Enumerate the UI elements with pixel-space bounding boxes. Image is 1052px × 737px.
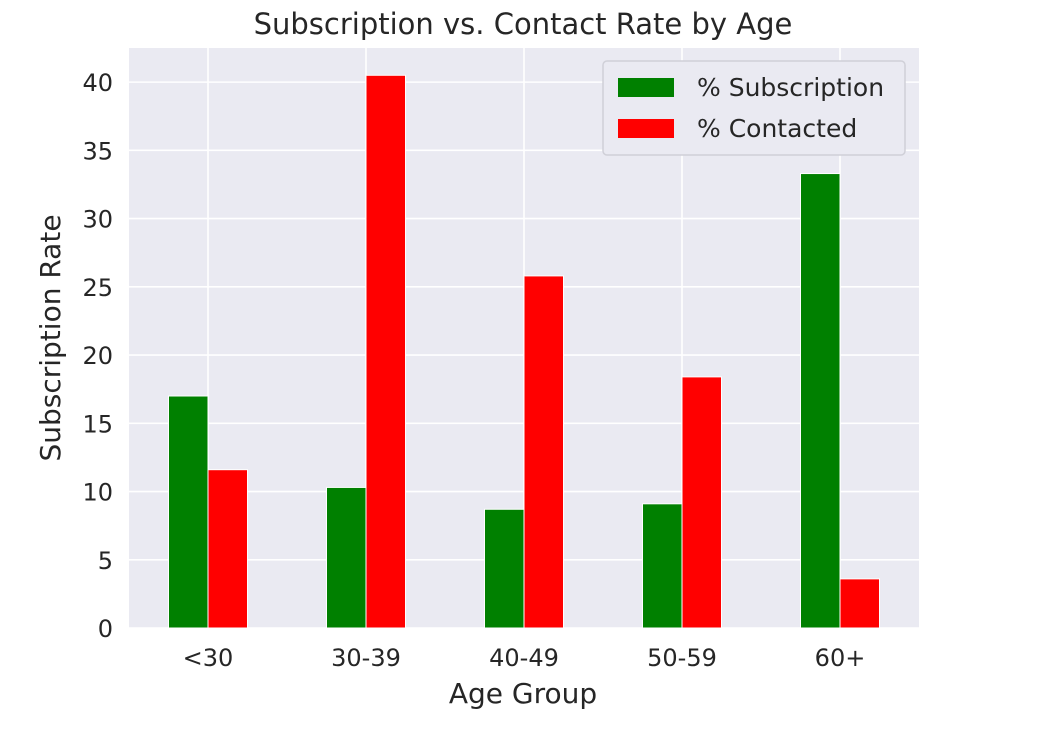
y-tick-label: 0 — [98, 615, 113, 643]
y-tick-label: 40 — [82, 69, 113, 97]
bar-subscription — [642, 503, 683, 629]
x-axis-label: Age Group — [449, 677, 597, 710]
legend-swatch — [618, 119, 674, 138]
x-tick-label: 50-59 — [647, 644, 717, 672]
bar-contacted — [681, 376, 722, 629]
bar-contacted — [207, 469, 248, 629]
chart-title: Subscription vs. Contact Rate by Age — [254, 7, 793, 41]
y-axis-label: Subscription Rate — [34, 214, 67, 461]
legend-label: % Contacted — [697, 114, 857, 143]
legend-items: % Subscription % Contacted — [618, 73, 884, 143]
y-tick-label: 15 — [82, 410, 113, 438]
bar-subscription — [800, 173, 841, 629]
legend: % Subscription % Contacted — [602, 60, 906, 156]
x-axis-ticks: <30 30-39 40-49 50-59 60+ — [183, 644, 866, 672]
legend-box — [602, 60, 906, 156]
x-tick-label: <30 — [183, 644, 234, 672]
y-tick-label: 35 — [82, 137, 113, 165]
bar-subscription — [326, 486, 367, 629]
bar-contacted — [365, 74, 406, 629]
x-tick-label: 60+ — [815, 644, 866, 672]
y-tick-label: 20 — [82, 342, 113, 370]
y-axis-ticks: 0 5 10 15 20 25 30 35 40 — [82, 69, 113, 643]
bar-subscription — [484, 508, 525, 629]
legend-swatch — [618, 78, 674, 97]
bars — [168, 74, 880, 629]
y-tick-label: 10 — [82, 479, 113, 507]
y-tick-label: 30 — [82, 206, 113, 234]
legend-label: % Subscription — [697, 73, 884, 102]
bar-contacted — [839, 578, 880, 629]
bar-contacted — [523, 275, 564, 629]
bar-subscription — [168, 395, 209, 629]
x-tick-label: 40-49 — [489, 644, 559, 672]
y-tick-label: 5 — [98, 547, 113, 575]
x-tick-label: 30-39 — [331, 644, 401, 672]
y-tick-label: 25 — [82, 274, 113, 302]
